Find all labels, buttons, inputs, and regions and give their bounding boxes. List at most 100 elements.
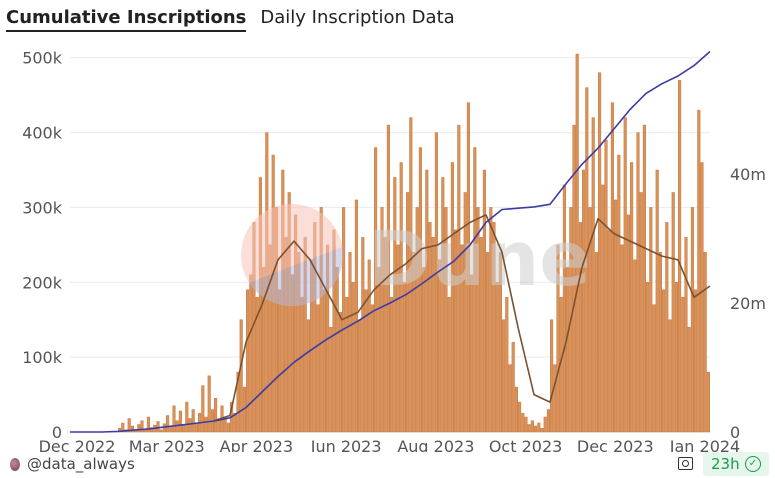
x-tick-label: Jan 2024 [669,437,740,452]
cumulative-line [70,50,711,433]
bar [697,109,701,433]
bar [121,422,125,433]
bar [678,79,682,433]
bar [361,237,365,433]
bar [207,375,211,433]
bar [127,418,131,433]
bar [636,132,640,433]
footer: @data_always 23h ✓ [0,452,775,478]
bar [476,207,480,433]
bar [140,420,144,433]
bar [610,102,614,433]
bar [687,326,691,433]
bar [511,341,515,433]
x-tick-label: Mar 2023 [129,437,205,452]
bar [521,413,525,433]
bar [630,162,634,433]
bar [188,418,192,433]
bar [137,424,141,433]
bar [527,424,531,433]
x-tick-label: Dec 2022 [39,437,116,452]
bar [201,385,205,433]
bar [185,401,189,433]
bar [489,207,493,433]
bar [575,53,579,433]
bar [546,409,550,433]
bar [665,222,669,433]
bar [194,422,198,433]
bar [486,252,490,433]
bar [156,421,160,433]
bar [335,267,339,433]
author-link[interactable]: @data_always [27,455,135,473]
bar [662,289,666,433]
bar [518,401,522,433]
bar [703,252,707,433]
bar [601,184,605,433]
bar [502,319,506,433]
y-tick-label: 500k [22,49,63,68]
bar [572,124,576,433]
bar [585,87,589,433]
bar [607,229,611,433]
bar [412,252,416,433]
bar [393,177,397,433]
bar [233,413,237,433]
bar [422,267,426,433]
bar [706,371,710,433]
bar [358,319,362,433]
bar [482,169,486,433]
x-axis: Dec 2022 Mar 2023 Apr 2023 Jun 2023 Aug 2023… [39,437,741,452]
bar [239,319,243,433]
bar [652,304,656,433]
bar [537,422,541,433]
bar [466,102,470,433]
bar [604,139,608,433]
tab-cumulative-inscriptions[interactable]: Cumulative Inscriptions [6,7,247,32]
bar [428,222,432,433]
bar [338,311,342,433]
y-tick-label: 0 [52,423,62,442]
bar [178,410,182,433]
bar [418,147,422,433]
bar [492,222,496,433]
bar [354,199,358,433]
bar [623,117,627,433]
x-tick-label: Aug 2023 [397,437,474,452]
bar [300,297,304,433]
freshness-badge[interactable]: 23h ✓ [703,452,769,476]
bar [255,297,259,433]
bar [454,229,458,433]
bar [402,282,406,433]
bar [620,244,624,433]
bar [505,297,509,433]
tab-daily-inscription-data[interactable]: Daily Inscription Data [260,7,455,28]
bar [383,237,387,433]
y-right-tick-label: 40m [730,165,766,184]
bar [159,429,163,433]
bar [524,416,528,433]
bar [463,192,467,433]
bar [646,282,650,433]
bar [626,214,630,433]
bar [246,289,250,433]
bar [370,304,374,433]
bar [306,319,310,433]
bar [226,422,230,433]
bar [514,386,518,433]
freshness-text: 23h [711,455,740,473]
bar [543,416,547,433]
x-tick-label: Apr 2023 [220,437,293,452]
camera-icon[interactable] [678,457,693,470]
bar [508,364,512,433]
bar [329,326,333,433]
bar [351,282,355,433]
bar [556,244,560,433]
bar [690,207,694,433]
bar [498,252,502,433]
bar [380,207,384,433]
bar [658,252,662,433]
bar [614,199,618,433]
bar [319,207,323,433]
y-tick-label: 200k [22,273,63,292]
